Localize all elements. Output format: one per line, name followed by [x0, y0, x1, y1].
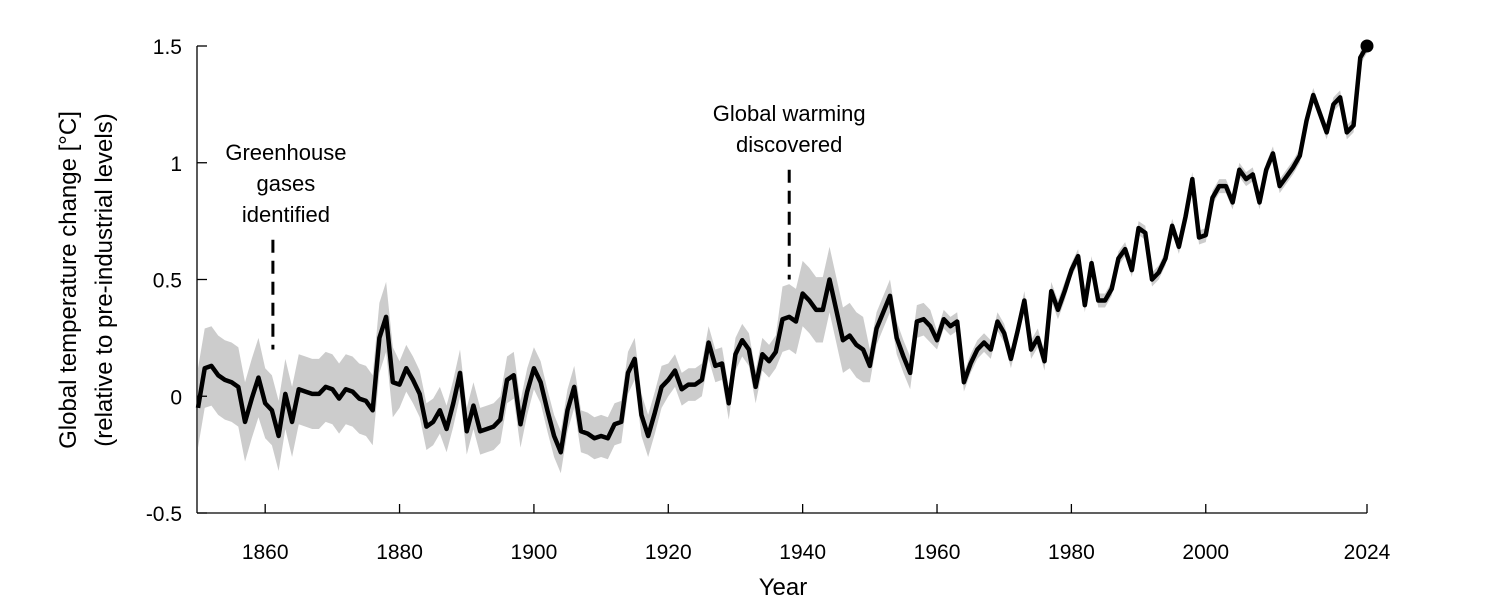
x-tick-label: 1880 [376, 541, 423, 564]
x-tick-label: 1960 [914, 541, 961, 564]
y-tick-label: 0 [170, 386, 182, 409]
y-axis-label-line1: Global temperature change [°C] [55, 111, 82, 449]
annotation-text: gases [257, 171, 316, 196]
y-tick-label: 1.5 [153, 36, 182, 59]
x-axis-label: Year [759, 574, 808, 601]
x-tick-label: 2024 [1344, 541, 1391, 564]
x-tick-label: 2000 [1182, 541, 1229, 564]
x-tick-label: 1940 [779, 541, 826, 564]
y-axis-label-line2: (relative to pre-industrial levels) [91, 113, 118, 446]
annotation-text: Greenhouse [225, 140, 346, 165]
y-tick-label: 0.5 [153, 270, 182, 293]
temperature-line [195, 44, 1369, 455]
annotation-text: discovered [736, 132, 842, 157]
annotation-text: Global warming [713, 101, 866, 126]
x-tick-label: 1900 [511, 541, 558, 564]
x-tick-label: 1860 [242, 541, 289, 564]
y-tick-label: 1 [170, 153, 182, 176]
x-tick-label: 1980 [1048, 541, 1095, 564]
y-tick-label: -0.5 [146, 503, 182, 526]
endpoint-marker [1360, 39, 1374, 53]
annotation-text: identified [242, 202, 330, 227]
x-tick-label: 1920 [645, 541, 692, 564]
